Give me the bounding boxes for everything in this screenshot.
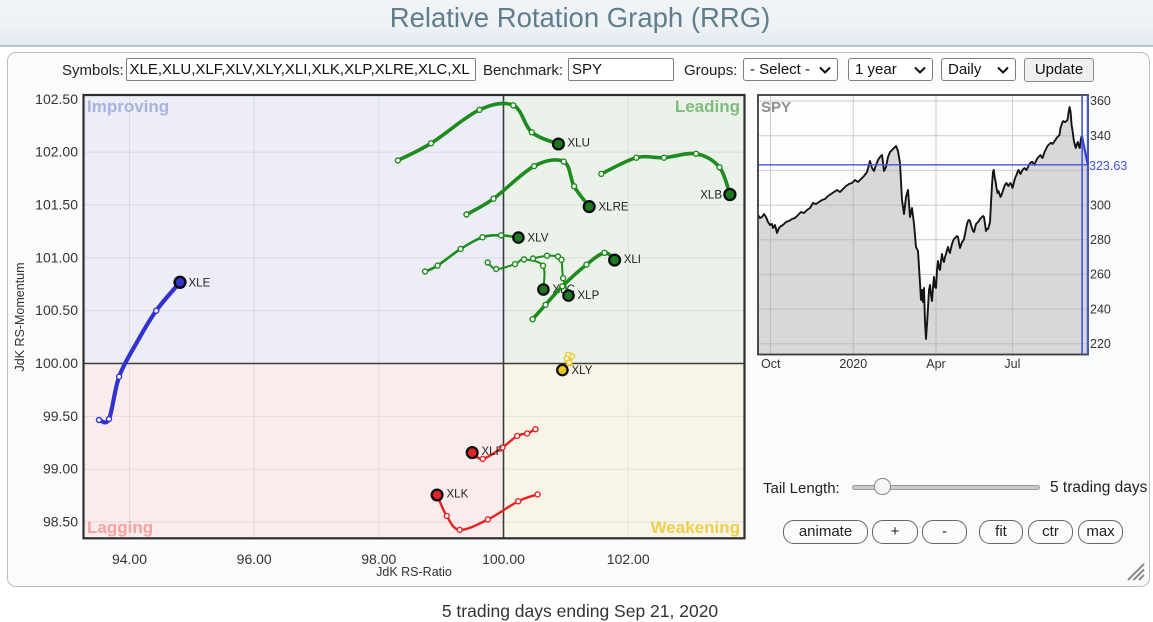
svg-text:Apr: Apr xyxy=(926,357,945,371)
svg-text:100.50: 100.50 xyxy=(35,302,78,318)
svg-text:Leading: Leading xyxy=(675,97,740,116)
svg-text:220: 220 xyxy=(1090,337,1111,351)
svg-text:98.00: 98.00 xyxy=(361,551,396,567)
svg-text:XLV: XLV xyxy=(528,233,549,245)
svg-text:280: 280 xyxy=(1090,233,1111,247)
svg-text:340: 340 xyxy=(1090,129,1111,143)
svg-text:323.63: 323.63 xyxy=(1089,159,1127,173)
svg-text:Oct: Oct xyxy=(761,357,781,371)
svg-text:98.50: 98.50 xyxy=(43,514,78,530)
svg-text:Jul: Jul xyxy=(1004,357,1020,371)
svg-text:JdK RS-Ratio: JdK RS-Ratio xyxy=(376,565,452,579)
svg-text:100.00: 100.00 xyxy=(35,355,78,371)
svg-text:2020: 2020 xyxy=(839,357,867,371)
svg-text:XLP: XLP xyxy=(578,290,600,302)
svg-text:102.00: 102.00 xyxy=(35,144,78,160)
svg-text:99.00: 99.00 xyxy=(43,461,78,477)
svg-text:XLE: XLE xyxy=(189,277,211,289)
svg-text:96.00: 96.00 xyxy=(237,551,272,567)
svg-text:SPY: SPY xyxy=(761,99,791,116)
svg-text:XLU: XLU xyxy=(568,138,590,150)
svg-text:300: 300 xyxy=(1090,198,1111,212)
svg-text:102.00: 102.00 xyxy=(607,551,650,567)
svg-text:Lagging: Lagging xyxy=(87,518,153,537)
svg-text:JdK RS-Momentum: JdK RS-Momentum xyxy=(13,262,27,371)
svg-text:102.50: 102.50 xyxy=(35,91,78,107)
svg-text:XLF: XLF xyxy=(482,446,503,458)
svg-text:XLI: XLI xyxy=(624,254,641,266)
svg-text:100.00: 100.00 xyxy=(482,551,525,567)
svg-text:XLRE: XLRE xyxy=(599,202,629,214)
svg-text:101.50: 101.50 xyxy=(35,196,78,212)
svg-text:240: 240 xyxy=(1090,302,1111,316)
svg-text:Weakening: Weakening xyxy=(651,518,740,537)
svg-text:260: 260 xyxy=(1090,268,1111,282)
svg-text:Improving: Improving xyxy=(87,97,169,116)
svg-text:101.00: 101.00 xyxy=(35,249,78,265)
svg-text:360: 360 xyxy=(1090,94,1111,108)
svg-text:99.50: 99.50 xyxy=(43,408,78,424)
svg-text:XLY: XLY xyxy=(572,365,593,377)
svg-text:XLK: XLK xyxy=(447,489,469,501)
svg-text:XLB: XLB xyxy=(700,189,722,201)
svg-text:94.00: 94.00 xyxy=(112,551,147,567)
